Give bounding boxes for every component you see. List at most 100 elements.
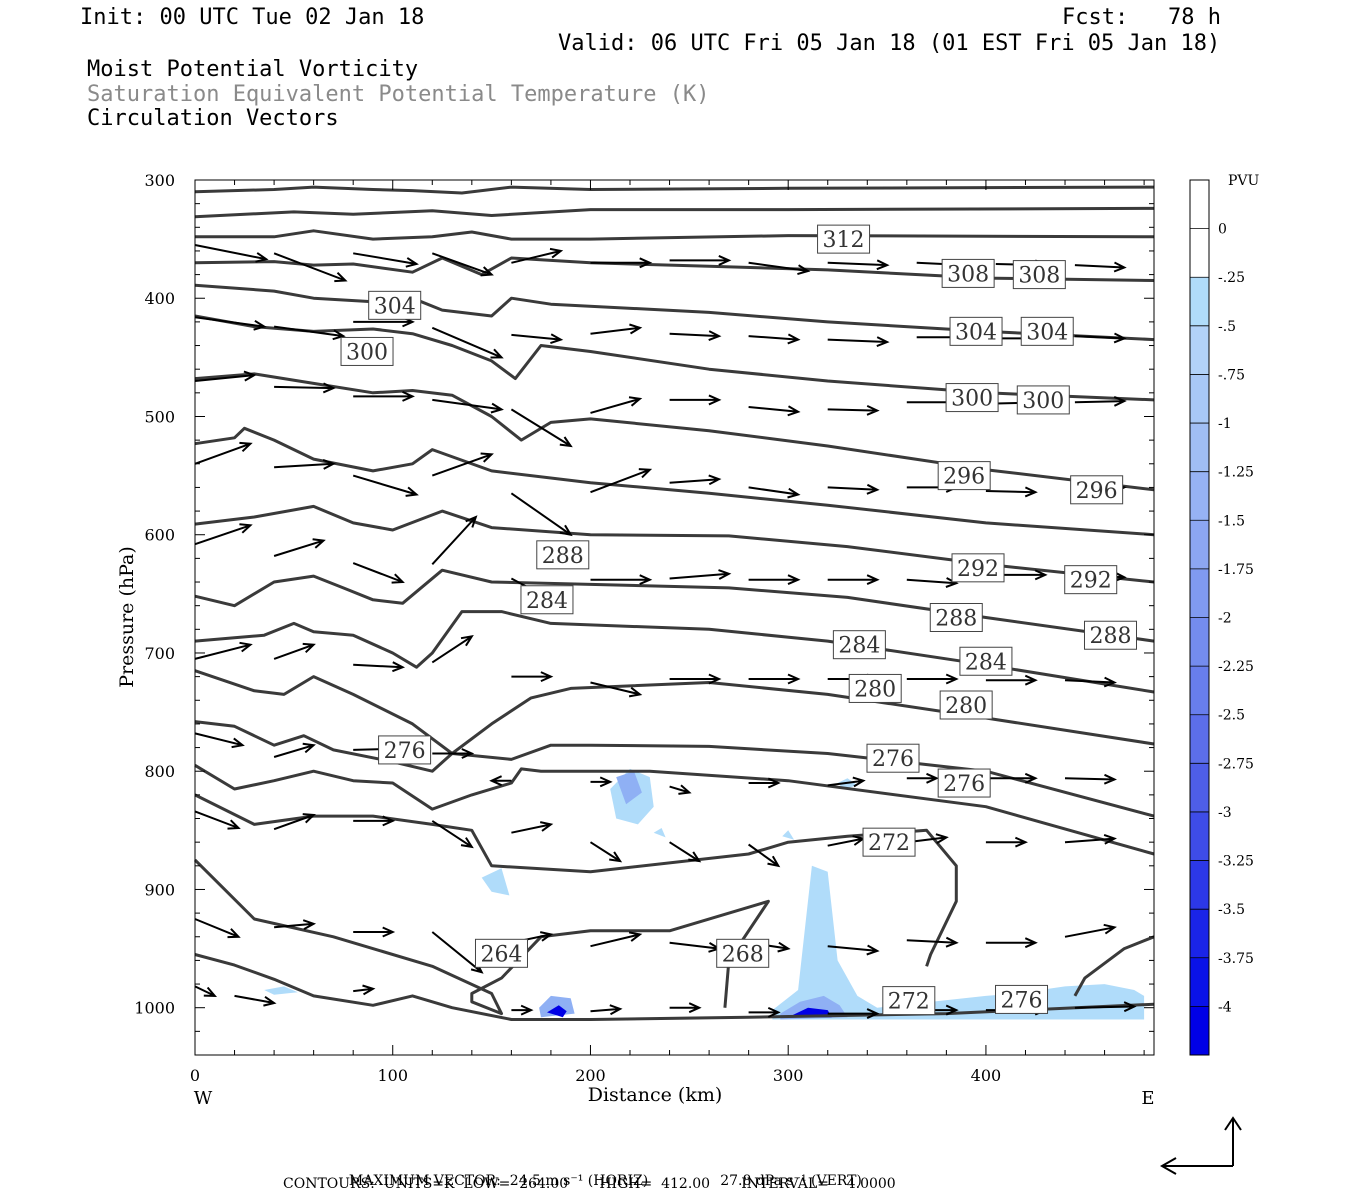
plot-frame xyxy=(194,179,1155,1056)
circulation-vector xyxy=(431,326,504,359)
colorbar-label: -1.25 xyxy=(1218,465,1254,481)
contour-label: 300 xyxy=(340,336,394,366)
contour-label: 304 xyxy=(368,290,422,320)
colorbar-label: -4 xyxy=(1218,999,1232,1015)
circulation-vector xyxy=(827,483,880,495)
contour-label-text: 300 xyxy=(951,387,993,412)
contour-line xyxy=(194,669,1155,755)
circulation-vector xyxy=(590,776,613,788)
circulation-vector xyxy=(827,574,880,586)
circulation-vector xyxy=(510,492,573,537)
contour-label-text: 304 xyxy=(955,320,997,345)
contour-label: 288 xyxy=(1083,620,1137,650)
colorbar-label: -3.25 xyxy=(1218,854,1254,870)
circulation-vector xyxy=(590,323,643,335)
max-vector-horiz: 24.5 m s⁻¹ (HORIZ) xyxy=(509,1173,649,1189)
colorbar-swatch xyxy=(1190,714,1209,764)
colorbar-swatch xyxy=(1190,617,1209,667)
contour-label-box xyxy=(951,553,1005,583)
circulation-vector xyxy=(1064,923,1117,938)
circulation-vector xyxy=(589,841,623,863)
y-tick-label: 1000 xyxy=(134,999,175,1018)
contour-line xyxy=(194,185,1155,195)
circulation-vector xyxy=(748,843,781,868)
circulation-vector xyxy=(431,452,494,477)
circulation-vector xyxy=(353,390,415,402)
circulation-vector xyxy=(510,408,573,448)
contour-line xyxy=(194,283,1155,342)
contour-label-box xyxy=(862,827,916,857)
contour-line xyxy=(195,229,1155,241)
circulation-vector xyxy=(353,984,376,996)
contour-label: 292 xyxy=(951,553,1005,583)
circulation-vector xyxy=(353,661,406,673)
contour-label: 300 xyxy=(945,383,999,413)
circulation-vector xyxy=(1074,261,1127,273)
circulation-vector xyxy=(669,254,732,266)
circulation-vector xyxy=(273,252,348,283)
x-tick-label: 400 xyxy=(971,1066,1002,1085)
circulation-vector xyxy=(669,1002,702,1014)
contour-label: 276 xyxy=(378,735,432,765)
colorbar-label: -1 xyxy=(1218,416,1232,432)
colorbar-swatch xyxy=(1190,860,1209,910)
contour-line xyxy=(1073,935,1155,997)
contour-label-box xyxy=(929,603,983,632)
contour-label: 300 xyxy=(1016,385,1070,415)
contour-label-text: 292 xyxy=(957,557,999,582)
circulation-vector xyxy=(1074,1001,1137,1013)
contour-label-box xyxy=(937,461,991,491)
contour-label-text: 272 xyxy=(868,831,910,856)
contour-label-box xyxy=(832,630,886,660)
contour-label-text: 296 xyxy=(1076,479,1118,504)
contour-label-text: 300 xyxy=(1022,389,1064,414)
colorbar-label: -.5 xyxy=(1218,319,1236,335)
contour-label-box xyxy=(939,690,993,720)
circulation-vector xyxy=(748,261,811,276)
contour-label-text: 288 xyxy=(1089,624,1131,649)
colorbar-swatch xyxy=(1190,811,1209,862)
field-title-mpv: Moist Potential Vorticity xyxy=(87,57,419,82)
contour-label-box xyxy=(474,938,528,968)
circulation-vector xyxy=(194,810,241,830)
colorbar-swatch xyxy=(1190,471,1209,521)
field-title-vectors: Circulation Vectors xyxy=(87,106,339,131)
contour-label-box xyxy=(1083,620,1137,650)
contour-label: 276 xyxy=(866,743,920,773)
circulation-vector xyxy=(194,985,218,997)
circulation-vector xyxy=(669,569,732,580)
colorbar-label: -2 xyxy=(1218,611,1232,627)
circulation-vector xyxy=(432,748,475,759)
colorbar-label: -1.5 xyxy=(1218,513,1245,529)
contour-label-box xyxy=(848,673,902,703)
colorbar-swatch xyxy=(1190,520,1209,570)
colorbar-label: -.75 xyxy=(1218,367,1245,383)
circulation-vector xyxy=(590,574,653,586)
contour-label-text: 300 xyxy=(346,340,388,365)
y-tick-label: 700 xyxy=(144,644,175,663)
y-tick-label: 500 xyxy=(144,407,175,426)
contour-labels: 312 308 308 304 304 304 300 300 300 296 296 292 292 2… xyxy=(340,224,1137,1016)
circulation-vector xyxy=(194,732,245,749)
contour-label: 276 xyxy=(995,984,1049,1014)
circulation-vector xyxy=(669,394,722,406)
x-axis-east-label: E xyxy=(1141,1088,1154,1109)
circulation-vector xyxy=(273,325,346,341)
circulation-vector xyxy=(906,772,939,784)
circulation-vector xyxy=(985,836,1028,848)
circulation-vector xyxy=(194,523,253,546)
circulation-vector xyxy=(511,247,564,264)
contour-label: 264 xyxy=(474,938,528,968)
contour-label: 308 xyxy=(1012,260,1066,290)
circulation-vector xyxy=(511,821,554,834)
contour-label: 272 xyxy=(882,986,936,1016)
contour-label-text: 264 xyxy=(480,942,522,967)
contour-line xyxy=(193,858,770,1016)
contour-label: 272 xyxy=(862,827,916,857)
contour-label-text: 276 xyxy=(1001,988,1043,1013)
contour-label-box xyxy=(949,316,1003,346)
circulation-vector xyxy=(353,252,419,268)
field-title-theta-es: Saturation Equivalent Potential Temperat… xyxy=(87,82,710,107)
circulation-vector xyxy=(273,538,326,557)
contour-label-box xyxy=(1016,385,1070,415)
